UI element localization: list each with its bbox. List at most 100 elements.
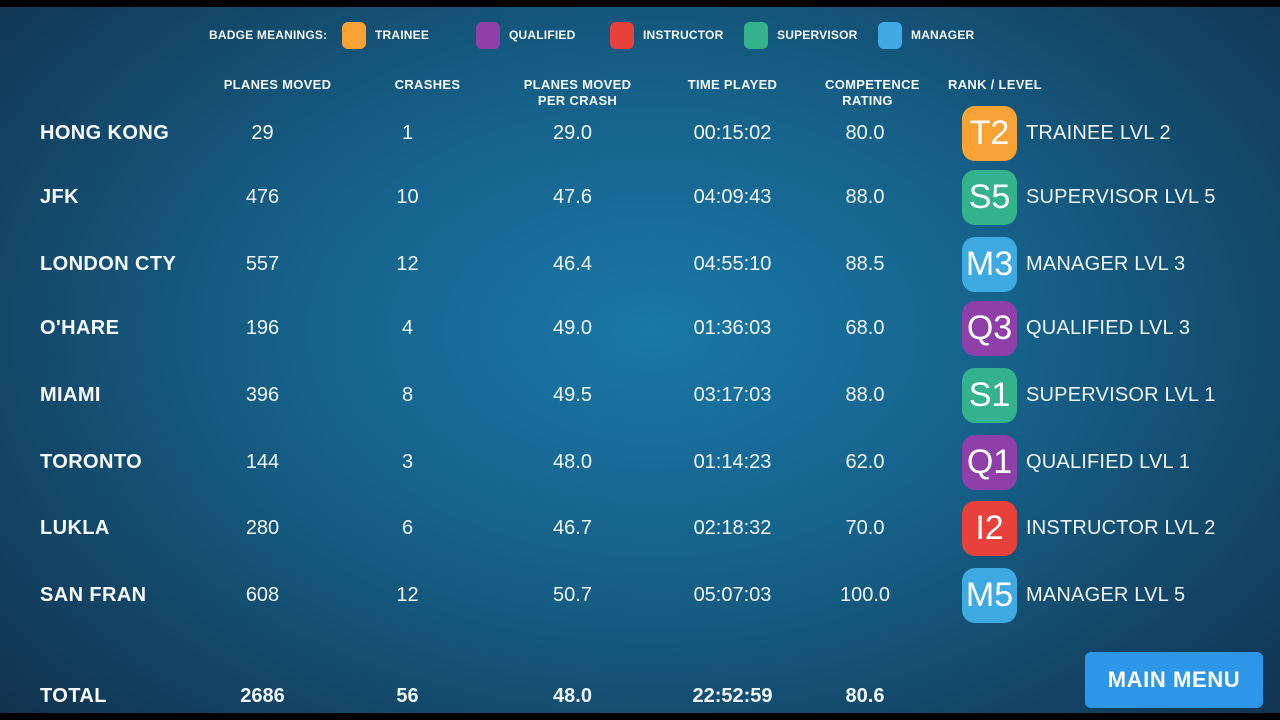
table-row: O'HARE 196 4 49.0 01:36:03 68.0 Q3 QUALI… [0, 295, 1280, 361]
competence-value: 62.0 [845, 450, 885, 473]
rank-label: SUPERVISOR LVL 5 [1026, 185, 1216, 208]
planes-per-crash-value: 49.0 [553, 316, 592, 339]
competence-value: 68.0 [845, 316, 885, 339]
airport-name: HONG KONG [40, 121, 170, 144]
competence-value: 80.0 [845, 121, 885, 144]
supervisor-badge-swatch [744, 21, 768, 49]
stats-screen: BADGE MEANINGS: TRAINEE QUALIFIED INSTRU… [0, 7, 1280, 713]
total-planes-per-crash: 48.0 [553, 684, 592, 707]
planes-per-crash-value: 47.6 [553, 185, 592, 208]
airport-name: MIAMI [40, 383, 101, 406]
total-planes-moved: 2686 [240, 684, 285, 707]
time-played-value: 01:36:03 [693, 316, 772, 339]
column-header-planes-moved: PLANES MOVED [223, 77, 332, 92]
legend-item-supervisor: SUPERVISOR [744, 21, 878, 49]
competence-value: 70.0 [845, 516, 885, 539]
rank-badge: I2 [962, 500, 1017, 556]
column-header-competence-rating: COMPETENCE RATING [825, 77, 920, 108]
total-crashes: 56 [396, 684, 419, 707]
column-header-time-played: TIME PLAYED [687, 77, 778, 92]
legend-label: INSTRUCTOR [643, 28, 724, 42]
column-header-crashes: CRASHES [394, 77, 461, 92]
planes-moved-value: 396 [245, 383, 280, 406]
time-played-value: 01:14:23 [693, 450, 772, 473]
planes-per-crash-value: 48.0 [553, 450, 592, 473]
airport-name: LONDON CTY [40, 252, 177, 275]
planes-moved-value: 29 [251, 121, 274, 144]
planes-moved-value: 557 [245, 252, 280, 275]
table-row: HONG KONG 29 1 29.0 00:15:02 80.0 T2 TRA… [0, 100, 1280, 166]
total-competence: 80.6 [845, 684, 885, 707]
legend-label: SUPERVISOR [777, 28, 858, 42]
competence-value: 100.0 [839, 583, 891, 606]
planes-moved-value: 280 [245, 516, 280, 539]
total-label: TOTAL [40, 684, 107, 707]
legend-label: MANAGER [911, 28, 975, 42]
table-row: SAN FRAN 608 12 50.7 05:07:03 100.0 M5 M… [0, 562, 1280, 628]
rank-badge: S5 [962, 169, 1017, 225]
legend-title: BADGE MEANINGS: [209, 28, 328, 42]
table-row: TORONTO 144 3 48.0 01:14:23 62.0 Q1 QUAL… [0, 429, 1280, 495]
time-played-value: 02:18:32 [693, 516, 772, 539]
time-played-value: 05:07:03 [693, 583, 772, 606]
planes-per-crash-value: 50.7 [553, 583, 592, 606]
table-row: JFK 476 10 47.6 04:09:43 88.0 S5 SUPERVI… [0, 164, 1280, 230]
planes-moved-value: 476 [245, 185, 280, 208]
table-row: MIAMI 396 8 49.5 03:17:03 88.0 S1 SUPERV… [0, 362, 1280, 428]
legend-item-manager: MANAGER [878, 21, 1012, 49]
competence-value: 88.0 [845, 185, 885, 208]
rank-label: QUALIFIED LVL 3 [1026, 316, 1191, 339]
crashes-value: 1 [401, 121, 414, 144]
rank-label: MANAGER LVL 3 [1026, 252, 1186, 275]
column-header-planes-per-crash: PLANES MOVED PER CRASH [523, 77, 632, 108]
rank-label: SUPERVISOR LVL 1 [1026, 383, 1216, 406]
table-row: LUKLA 280 6 46.7 02:18:32 70.0 I2 INSTRU… [0, 495, 1280, 561]
time-played-value: 03:17:03 [693, 383, 772, 406]
table-row: LONDON CTY 557 12 46.4 04:55:10 88.5 M3 … [0, 231, 1280, 297]
crashes-value: 8 [401, 383, 414, 406]
instructor-badge-swatch [610, 21, 634, 49]
crashes-value: 3 [401, 450, 414, 473]
column-header-rank-level: RANK / LEVEL [948, 77, 1042, 92]
rank-label: QUALIFIED LVL 1 [1026, 450, 1191, 473]
competence-value: 88.5 [845, 252, 885, 275]
total-row: TOTAL 2686 56 48.0 22:52:59 80.6 [0, 672, 1280, 720]
airport-name: O'HARE [40, 316, 120, 339]
planes-per-crash-value: 46.7 [553, 516, 592, 539]
rank-badge: Q3 [962, 300, 1017, 356]
competence-value: 88.0 [845, 383, 885, 406]
qualified-badge-swatch [476, 21, 500, 49]
time-played-value: 00:15:02 [693, 121, 772, 144]
crashes-value: 6 [401, 516, 414, 539]
planes-per-crash-value: 29.0 [553, 121, 592, 144]
rank-label: TRAINEE LVL 2 [1026, 121, 1171, 144]
total-time-played: 22:52:59 [692, 684, 773, 707]
rank-badge: M3 [962, 236, 1017, 292]
planes-moved-value: 608 [245, 583, 280, 606]
crashes-value: 4 [401, 316, 414, 339]
planes-per-crash-value: 49.5 [553, 383, 592, 406]
legend-label: QUALIFIED [509, 28, 576, 42]
crashes-value: 10 [396, 185, 419, 208]
planes-moved-value: 196 [245, 316, 280, 339]
legend-item-instructor: INSTRUCTOR [610, 21, 744, 49]
table-header: PLANES MOVED CRASHES PLANES MOVED PER CRA… [0, 77, 1280, 109]
planes-moved-value: 144 [245, 450, 280, 473]
time-played-value: 04:09:43 [693, 185, 772, 208]
airport-name: TORONTO [40, 450, 143, 473]
rank-label: INSTRUCTOR LVL 2 [1026, 516, 1216, 539]
rank-badge: T2 [962, 105, 1017, 161]
time-played-value: 04:55:10 [693, 252, 772, 275]
legend-label: TRAINEE [375, 28, 430, 42]
rank-badge: M5 [962, 567, 1017, 623]
rank-badge: Q1 [962, 434, 1017, 490]
legend-item-qualified: QUALIFIED [476, 21, 610, 49]
main-menu-button[interactable]: MAIN MENU [1085, 652, 1263, 708]
rank-label: MANAGER LVL 5 [1026, 583, 1186, 606]
manager-badge-swatch [878, 21, 902, 49]
crashes-value: 12 [396, 583, 419, 606]
crashes-value: 12 [396, 252, 419, 275]
airport-name: JFK [40, 185, 79, 208]
rank-badge: S1 [962, 367, 1017, 423]
